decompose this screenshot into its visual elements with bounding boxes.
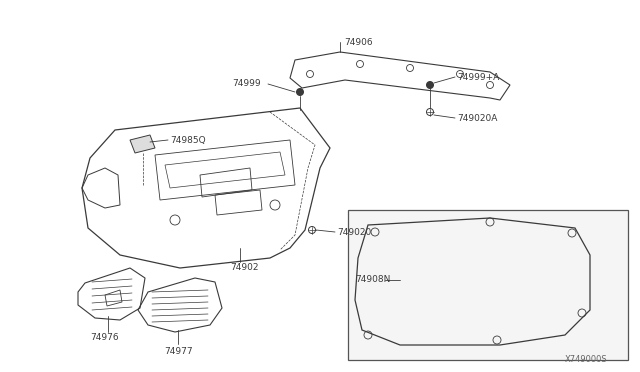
Circle shape — [426, 81, 433, 89]
Text: 74977: 74977 — [164, 347, 193, 356]
Text: 74985Q: 74985Q — [170, 135, 205, 144]
Text: 749020A: 749020A — [457, 113, 497, 122]
Text: 74906: 74906 — [344, 38, 372, 46]
Text: 74908N: 74908N — [355, 276, 390, 285]
Text: 74902: 74902 — [230, 263, 259, 273]
Polygon shape — [130, 135, 155, 153]
Text: 74999+A: 74999+A — [457, 73, 499, 81]
Text: 74999: 74999 — [232, 78, 260, 87]
Circle shape — [296, 89, 303, 96]
Text: X749000S: X749000S — [565, 356, 607, 365]
Bar — [348, 210, 628, 360]
Text: 749020: 749020 — [337, 228, 371, 237]
Text: 74976: 74976 — [90, 334, 118, 343]
